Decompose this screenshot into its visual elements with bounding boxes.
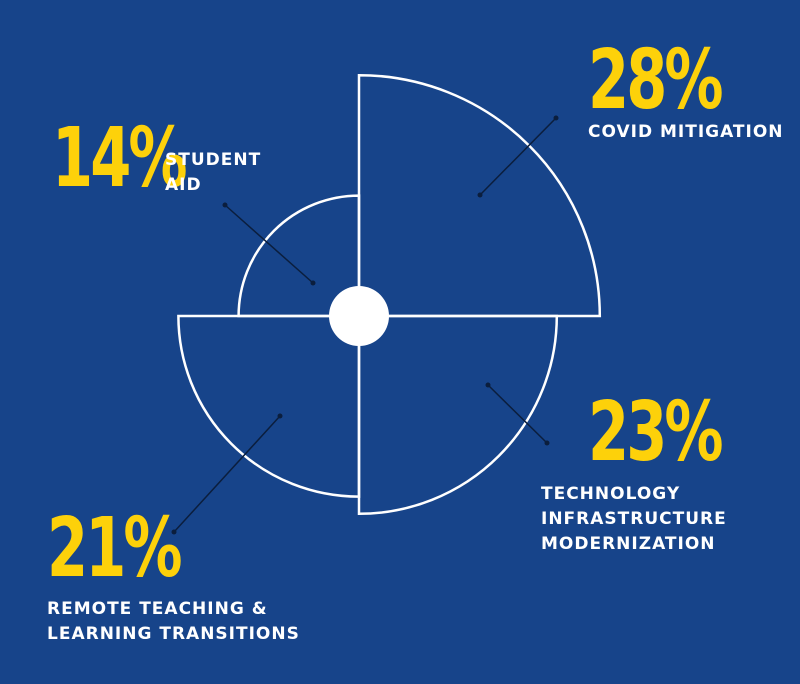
leader-line-remote-teaching — [173, 415, 281, 533]
leader-end-remote-teaching — [171, 529, 177, 535]
leader-dot-remote-teaching — [277, 413, 283, 419]
value-label-covid-mitigation: 28% — [588, 33, 724, 128]
value-label-remote-teaching: 21% — [47, 501, 183, 596]
leader-end-technology — [544, 440, 550, 446]
slice-technology-infrastructure-modernization — [357, 314, 559, 516]
category-label-remote-teaching: REMOTE TEACHING & LEARNING TRANSITIONS — [47, 599, 300, 644]
leader-dot-covid-mitigation — [477, 192, 483, 198]
slice-student-aid — [237, 194, 361, 318]
center-hub — [329, 286, 389, 346]
leader-dot-student-aid — [222, 202, 228, 208]
leader-dot-technology — [485, 382, 491, 388]
leader-end-covid-mitigation — [553, 115, 559, 121]
category-label-covid-mitigation: COVID MITIGATION — [588, 122, 784, 142]
leader-line-covid-mitigation — [479, 117, 557, 196]
slice-remote-teaching-learning-transitions — [177, 314, 361, 498]
leader-dot-student-aid-inner — [310, 280, 316, 286]
category-label-technology: TECHNOLOGY INFRASTRUCTURE MODERNIZATION — [541, 484, 727, 554]
leader-line-technology — [487, 384, 548, 444]
value-label-technology: 23% — [588, 385, 724, 480]
leader-line-student-aid — [224, 204, 314, 284]
category-label-student-aid: STUDENT AID — [165, 150, 262, 195]
value-label-student-aid: 14% — [52, 111, 188, 206]
